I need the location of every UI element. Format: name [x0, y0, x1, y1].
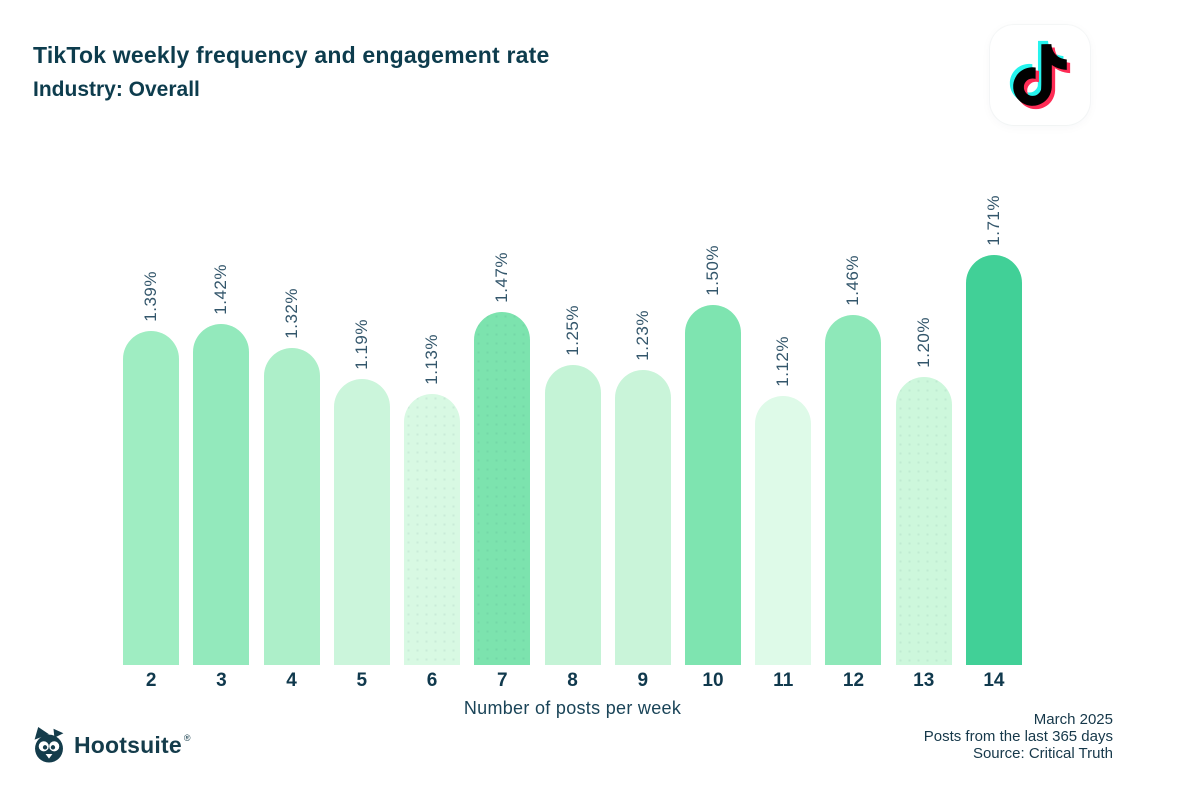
bar-value-label: 1.50%: [702, 245, 722, 296]
bar: [895, 377, 952, 665]
chart-header: TikTok weekly frequency and engagement r…: [33, 42, 549, 102]
bar-column: 1.12%: [748, 336, 818, 665]
bar-column: 1.50%: [678, 245, 748, 665]
tiktok-note-icon: [1009, 40, 1071, 110]
x-tick-label: 10: [702, 670, 724, 691]
x-tick-label: 8: [567, 670, 578, 691]
bar-value-label: 1.39%: [141, 271, 161, 322]
bar-column: 1.47%: [467, 252, 537, 665]
bar: [965, 255, 1022, 665]
registered-trademark-mark: ®: [183, 733, 191, 743]
x-tick-label: 2: [145, 670, 157, 691]
source-range: Posts from the last 365 days: [923, 728, 1113, 745]
bar-value-label: 1.47%: [492, 252, 512, 303]
bar-column: 1.71%: [959, 195, 1029, 665]
x-tick-label: 4: [286, 670, 297, 691]
bar-column: 1.19%: [327, 319, 397, 665]
x-tick-label: 3: [216, 670, 227, 691]
page-subtitle: Industry: Overall: [33, 78, 200, 101]
bar-column: 1.13%: [397, 334, 467, 665]
source-block: March 2025 Posts from the last 365 days …: [924, 711, 1113, 762]
x-tick-label: 14: [983, 670, 1005, 691]
x-axis-ticks: 2 3 4 5 6 7 8 9 10 11 12 13 14: [116, 670, 1029, 692]
x-tick-label: 13: [913, 670, 935, 691]
x-tick-label: 9: [637, 670, 649, 691]
bar-column: 1.23%: [608, 310, 678, 665]
bar: [263, 348, 320, 665]
hootsuite-owl-icon: [34, 727, 64, 763]
x-tick-label: 11: [773, 670, 794, 691]
bar: [123, 331, 180, 665]
source-date: March 2025: [1033, 711, 1113, 728]
bar-value-label: 1.20%: [913, 317, 933, 368]
bar-value-label: 1.23%: [632, 310, 652, 361]
bar-value-label: 1.19%: [351, 319, 371, 370]
bar-value-label: 1.13%: [422, 334, 442, 385]
bar-value-label: 1.25%: [562, 305, 582, 356]
bar-column: 1.20%: [889, 317, 959, 665]
bar-chart: 1.39% 1.42% 1.32% 1.19% 1.13% 1.47% 1.25% 1.23%…: [116, 165, 1029, 665]
bar: [614, 370, 671, 665]
hootsuite-logo: Hootsuite ®: [31, 727, 191, 763]
bar-value-label: 1.12%: [773, 336, 793, 387]
bar-value-label: 1.32%: [281, 288, 301, 339]
bar-column: 1.39%: [116, 271, 186, 665]
x-tick-label: 12: [842, 670, 865, 691]
page-title: TikTok weekly frequency and engagement r…: [33, 42, 550, 68]
bar: [825, 315, 882, 665]
bar: [404, 394, 461, 665]
bar: [544, 365, 601, 665]
bar: [193, 324, 250, 665]
bar-column: 1.32%: [256, 288, 326, 665]
bar-column: 1.42%: [186, 264, 256, 665]
x-tick-label: 5: [356, 670, 368, 691]
bar-value-label: 1.71%: [983, 195, 1003, 246]
bar: [474, 312, 531, 665]
hootsuite-wordmark: Hootsuite: [74, 731, 182, 758]
x-axis-title: Number of posts per week: [463, 698, 682, 718]
tiktok-logo-card: [990, 25, 1090, 125]
bar-column: 1.25%: [537, 305, 607, 665]
bar: [755, 396, 812, 665]
bar: [333, 379, 390, 665]
bar-column: 1.46%: [818, 255, 888, 665]
bar-value-label: 1.46%: [843, 255, 863, 306]
bar: [684, 305, 741, 665]
x-tick-label: 7: [497, 670, 508, 691]
x-tick-label: 6: [426, 670, 438, 691]
source-credit: Source: Critical Truth: [972, 745, 1113, 762]
bar-value-label: 1.42%: [211, 264, 231, 315]
